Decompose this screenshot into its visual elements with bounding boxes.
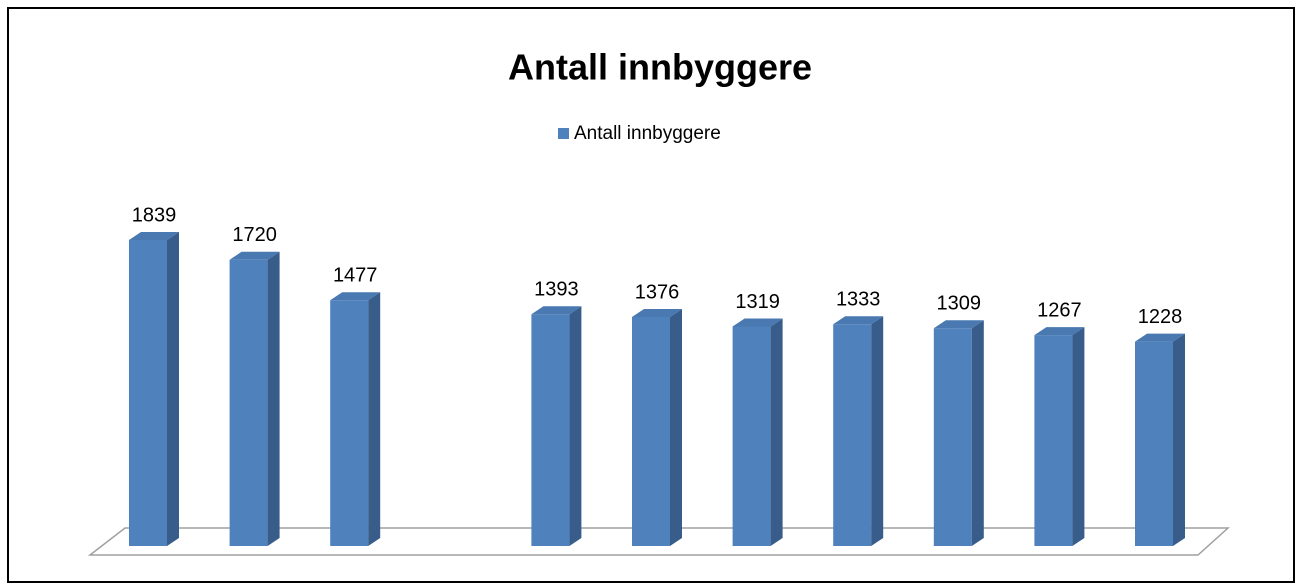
bar-top xyxy=(933,320,984,329)
bar xyxy=(1135,333,1185,546)
bar-top xyxy=(531,306,582,315)
data-label: 1839 xyxy=(132,204,177,226)
data-label: 1477 xyxy=(333,265,378,287)
bar xyxy=(229,251,280,547)
bar-top xyxy=(229,251,280,260)
bar xyxy=(1034,327,1085,546)
bar-front xyxy=(933,328,972,546)
data-label: 1720 xyxy=(232,224,277,246)
bar xyxy=(632,309,682,546)
bar-front xyxy=(732,326,771,546)
data-label: 1393 xyxy=(534,278,579,300)
bar-front xyxy=(1034,335,1073,546)
bar xyxy=(833,316,884,546)
bar-side xyxy=(167,232,179,546)
bar xyxy=(129,232,179,546)
bar-top xyxy=(732,318,783,327)
bar-side xyxy=(1173,333,1185,546)
bar xyxy=(531,306,582,546)
bar-side xyxy=(569,306,582,546)
data-label: 1319 xyxy=(735,291,780,313)
chart-title: Antall innbyggere xyxy=(508,47,812,88)
bar-side xyxy=(1072,327,1085,546)
legend-swatch xyxy=(558,128,569,139)
bar-front xyxy=(632,317,670,546)
bar xyxy=(330,292,381,546)
bar-front xyxy=(531,314,570,546)
bar-top xyxy=(833,316,884,325)
bar-side xyxy=(267,251,280,547)
bar xyxy=(933,320,984,546)
data-label: 1376 xyxy=(635,281,680,303)
bar-top xyxy=(129,232,179,240)
bar xyxy=(732,318,783,546)
bar-side xyxy=(770,318,783,546)
bar-side xyxy=(971,320,984,546)
data-label: 1267 xyxy=(1037,299,1082,321)
bar-front xyxy=(229,259,268,546)
bar-top xyxy=(632,309,682,318)
bar-front xyxy=(129,240,167,546)
data-label: 1309 xyxy=(937,292,982,314)
bar-side xyxy=(871,316,884,546)
bar-top xyxy=(330,292,381,301)
bar-front xyxy=(1135,341,1173,546)
bar-side xyxy=(368,292,381,546)
bar-front xyxy=(833,324,872,546)
data-label: 1228 xyxy=(1138,306,1183,328)
bar-side xyxy=(670,309,682,546)
data-label: 1333 xyxy=(836,288,881,310)
legend-label: Antall innbyggere xyxy=(574,123,721,144)
bar-top xyxy=(1034,327,1085,336)
bar-front xyxy=(330,300,369,546)
bar-top xyxy=(1135,333,1185,342)
